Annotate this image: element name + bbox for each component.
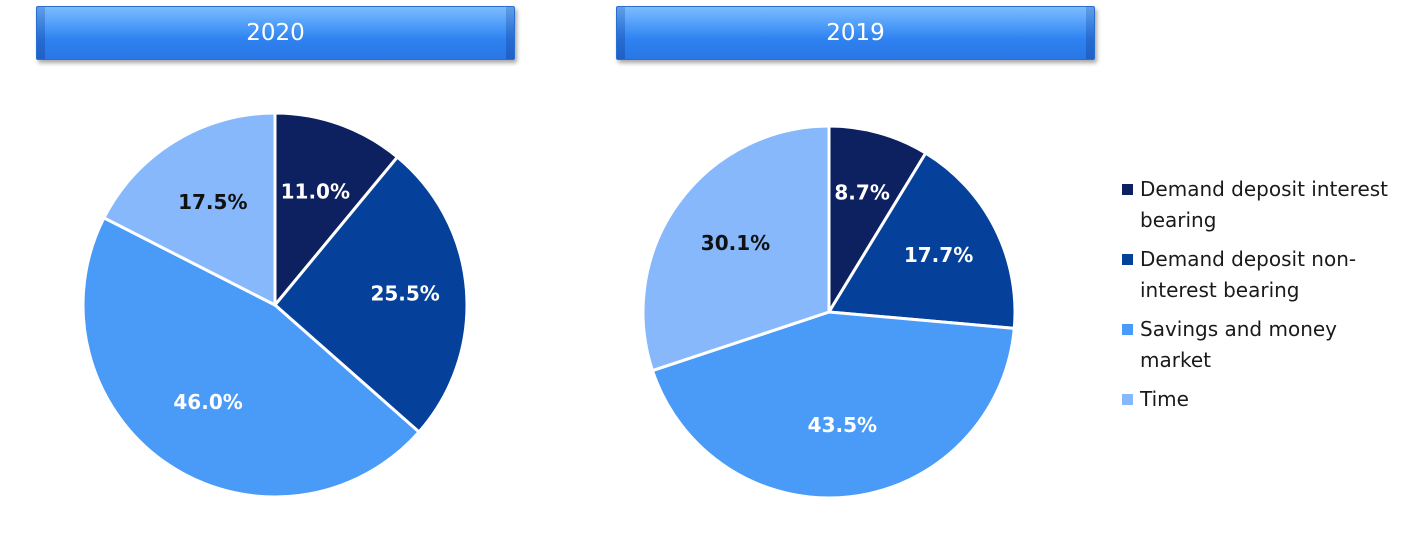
pie-slice-demand-deposit-interest-bearing bbox=[827, 124, 928, 314]
year-banner-2020: 2020 bbox=[36, 6, 515, 60]
pie-data-label-demand-deposit-non-interest-bearing: 25.5% bbox=[370, 281, 439, 305]
pie-slice-savings-and-money-market bbox=[81, 216, 421, 499]
pie-data-label-demand-deposit-interest-bearing: 8.7% bbox=[834, 180, 889, 204]
legend-swatch bbox=[1122, 324, 1133, 335]
pie-slice-demand-deposit-non-interest-bearing bbox=[827, 151, 1017, 330]
pie-data-label-savings-and-money-market: 43.5% bbox=[808, 413, 877, 437]
legend-label: Demand deposit interest bearing bbox=[1140, 177, 1389, 232]
legend-item-demand-deposit-interest-bearing: Demand deposit interest bearing bbox=[1122, 174, 1412, 236]
legend-swatch bbox=[1122, 184, 1133, 195]
pie-data-label-time: 17.5% bbox=[178, 190, 247, 214]
chart-legend: Demand deposit interest bearing Demand d… bbox=[1122, 174, 1412, 423]
pie-slice-time bbox=[641, 124, 831, 373]
pie-data-label-demand-deposit-non-interest-bearing: 17.7% bbox=[904, 243, 973, 267]
pie-data-label-demand-deposit-interest-bearing: 11.0% bbox=[281, 179, 350, 203]
pie-chart-2020: 11.0% 25.5% 46.0% 17.5% bbox=[81, 111, 469, 499]
pie-slice-demand-deposit-non-interest-bearing bbox=[273, 155, 469, 434]
legend-swatch bbox=[1122, 254, 1133, 265]
legend-item-savings-and-money-market: Savings and money market bbox=[1122, 314, 1412, 376]
year-banner-label: 2019 bbox=[826, 20, 885, 46]
pie-data-label-time: 30.1% bbox=[701, 231, 770, 255]
legend-item-time: Time bbox=[1122, 384, 1412, 415]
pie-chart-2019: 8.7% 17.7% 43.5% 30.1% bbox=[641, 124, 1017, 500]
legend-swatch bbox=[1122, 394, 1133, 405]
pie-slice-demand-deposit-interest-bearing bbox=[273, 111, 399, 307]
year-banner-label: 2020 bbox=[246, 20, 305, 46]
pie-slice-savings-and-money-market bbox=[650, 310, 1016, 500]
pie-slice-time bbox=[102, 111, 277, 307]
legend-label: Savings and money market bbox=[1140, 317, 1338, 372]
year-banner-2019: 2019 bbox=[616, 6, 1095, 60]
pie-data-label-savings-and-money-market: 46.0% bbox=[173, 390, 242, 414]
legend-item-demand-deposit-non-interest-bearing: Demand deposit non-interest bearing bbox=[1122, 244, 1412, 306]
legend-label: Demand deposit non-interest bearing bbox=[1140, 247, 1357, 302]
legend-label: Time bbox=[1140, 387, 1189, 411]
